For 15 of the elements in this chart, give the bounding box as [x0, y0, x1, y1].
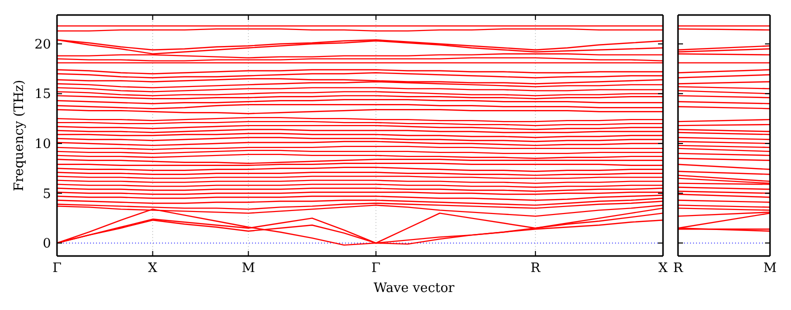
- y-axis-title: Frequency (THz): [12, 80, 27, 192]
- y-tick-label: 5: [42, 186, 51, 202]
- x-tick-label: X: [148, 261, 158, 276]
- y-tick-label: 20: [34, 37, 51, 52]
- x-tick-label: X: [658, 261, 668, 276]
- y-tick-label: 0: [42, 236, 51, 252]
- x-axis-title: Wave vector: [374, 281, 456, 296]
- y-tick-label: 10: [34, 136, 51, 152]
- y-tick-label: 15: [34, 87, 51, 102]
- x-tick-label: R: [530, 261, 542, 276]
- x-tick-label: M: [763, 261, 777, 276]
- x-tick-label: Γ: [52, 261, 62, 276]
- x-tick-label: Γ: [371, 261, 380, 276]
- x-tick-label: R: [673, 261, 684, 276]
- x-tick-label: M: [242, 261, 256, 276]
